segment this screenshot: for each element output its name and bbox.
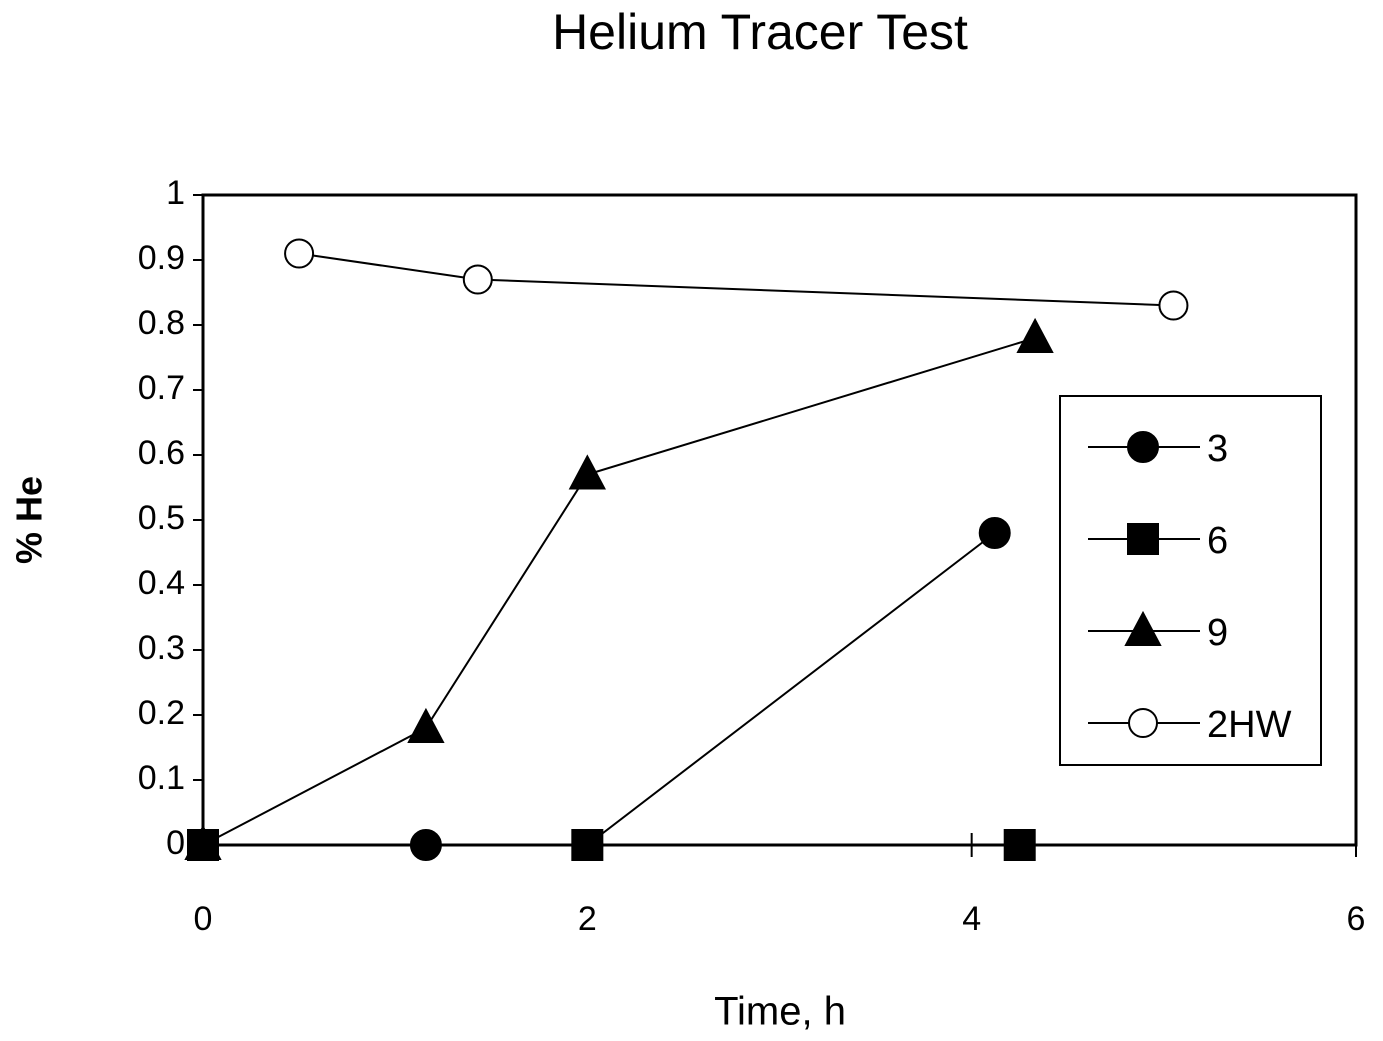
y-tick-label: 0.7 (138, 369, 185, 407)
marker (409, 829, 442, 861)
legend-marker (1127, 523, 1159, 555)
y-tick-label: 0.5 (138, 499, 185, 537)
chart-title: Helium Tracer Test (552, 4, 968, 60)
x-tick-label: 2 (578, 900, 597, 938)
y-axis-label: % He (9, 476, 50, 564)
marker (1158, 290, 1189, 321)
marker (1016, 317, 1054, 353)
marker (571, 829, 604, 861)
x-tick-label: 0 (194, 900, 213, 938)
y-tick-label: 0.3 (138, 629, 185, 667)
legend-label: 2HW (1207, 704, 1292, 746)
series-line (202, 337, 1036, 846)
legend-box (1059, 395, 1322, 766)
series-line (203, 532, 996, 846)
marker (1003, 829, 1036, 861)
marker (568, 454, 606, 490)
y-tick-label: 0.9 (138, 239, 185, 277)
x-tick-label: 4 (962, 900, 981, 938)
y-tick-label: 0.1 (138, 759, 185, 797)
legend-label: 3 (1207, 428, 1228, 470)
legend-label: 9 (1207, 612, 1228, 654)
y-tick-label: 1 (166, 174, 185, 212)
marker (978, 517, 1011, 549)
y-tick-label: 0.6 (138, 434, 185, 472)
legend-label: 6 (1207, 520, 1228, 562)
y-tick-label: 0 (166, 824, 185, 862)
x-axis-label: Time, h (714, 990, 846, 1034)
y-tick-label: 0.2 (138, 694, 185, 732)
legend-marker (1124, 610, 1162, 646)
y-tick-label: 0.8 (138, 304, 185, 342)
y-tick-label: 0.4 (138, 564, 185, 602)
marker (462, 264, 493, 295)
legend-marker (1127, 431, 1159, 463)
marker (184, 824, 222, 860)
x-tick-label: 6 (1347, 900, 1366, 938)
legend-marker (1128, 708, 1158, 738)
series-line (298, 252, 1174, 307)
marker (284, 238, 315, 269)
marker (407, 707, 445, 743)
